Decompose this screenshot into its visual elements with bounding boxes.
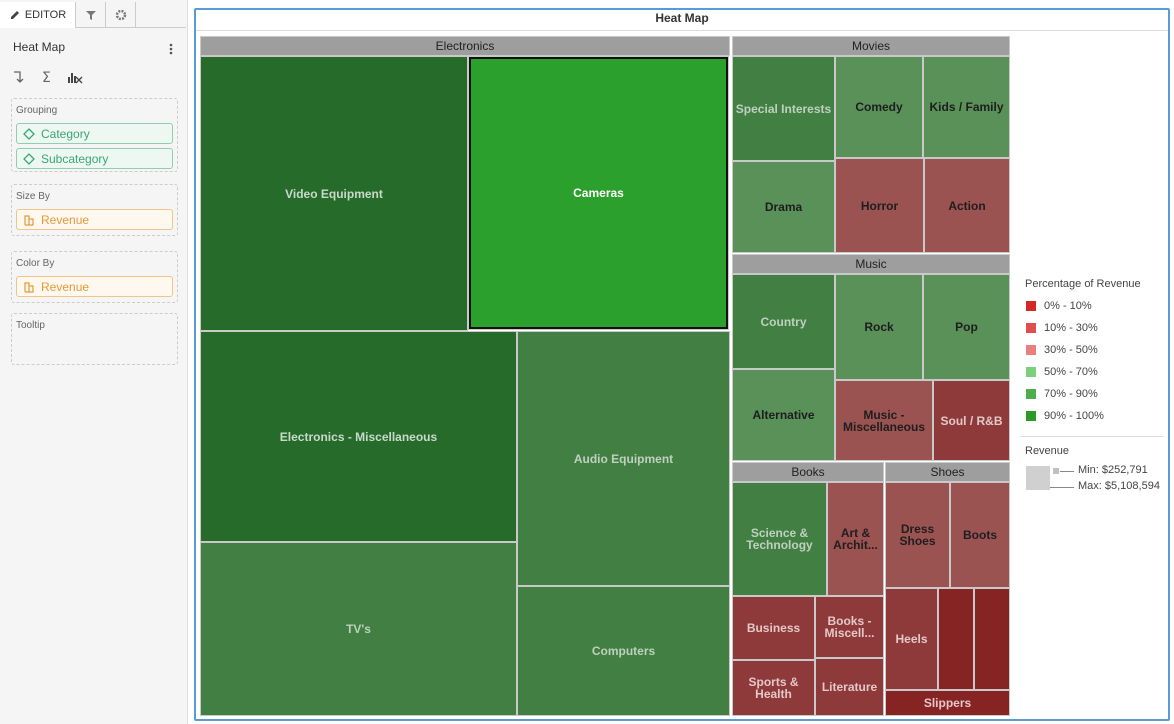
treemap-tile[interactable]: Alternative [732, 369, 835, 461]
size-max-label: Max: $5,108,594 [1078, 480, 1160, 492]
treemap-tile[interactable]: Business [732, 596, 815, 660]
field-well: Color By Revenue [11, 251, 178, 303]
treemap-tile[interactable]: Soul / R&B [933, 380, 1010, 461]
size-min-label: Min: $252,791 [1078, 464, 1148, 476]
well-label: Size By [16, 191, 50, 202]
treemap-tile[interactable]: Electronics - Miscellaneous [200, 331, 517, 542]
tab-label: EDITOR [24, 9, 67, 21]
group-header: Music [732, 254, 1010, 274]
group-header: Movies [732, 36, 1010, 56]
filter-tab[interactable] [76, 2, 106, 28]
gear-icon [115, 9, 126, 21]
legend-label: 30% - 50% [1044, 344, 1098, 356]
field-well: Tooltip [11, 313, 178, 365]
treemap-tile[interactable]: Video Equipment [200, 56, 468, 331]
chart-panel [194, 8, 1170, 721]
treemap-tile[interactable]: Kids / Family [923, 56, 1010, 158]
treemap-tile[interactable]: Slippers [885, 690, 1010, 716]
legend-swatch [1026, 367, 1036, 377]
field-pill[interactable]: Revenue [16, 276, 173, 297]
legend-swatch [1026, 323, 1036, 333]
group-header: Shoes [885, 462, 1010, 482]
legend-label: 90% - 100% [1044, 410, 1104, 422]
treemap-tile[interactable]: Cameras [468, 56, 729, 330]
size-min-box [1053, 468, 1059, 474]
editor-panel: EDITOR Heat Map Σ Grouping Category Subcat… [0, 0, 188, 724]
field-icon [23, 153, 35, 165]
field-well: Grouping Category Subcategory [11, 98, 178, 172]
legend-label: 0% - 10% [1044, 300, 1092, 312]
editor-title: Heat Map [13, 40, 66, 54]
field-pill[interactable]: Revenue [16, 209, 173, 230]
field-icon [23, 128, 35, 140]
well-label: Grouping [16, 105, 58, 116]
tab-bar: EDITOR [0, 2, 186, 28]
treemap-tile[interactable]: Sports & Health [732, 660, 815, 716]
treemap-tile[interactable]: Horror [835, 158, 924, 253]
field-icon [24, 282, 34, 293]
well-label: Tooltip [16, 320, 45, 331]
title-divider [196, 30, 1168, 31]
well-label: Color By [16, 258, 55, 269]
size-min-line [1060, 471, 1074, 472]
treemap-tile[interactable]: Special Interests [732, 56, 835, 161]
treemap-tile[interactable]: Books - Miscell... [815, 596, 884, 658]
treemap-tile[interactable]: Heels [885, 588, 938, 690]
treemap-tile[interactable]: Science & Technology [732, 482, 827, 596]
treemap-tile[interactable]: Country [732, 274, 835, 369]
treemap-tile[interactable]: Art & Archit... [827, 482, 884, 596]
pencil-icon [10, 11, 19, 19]
treemap-tile[interactable]: Computers [517, 586, 730, 716]
size-max-box [1026, 466, 1050, 490]
treemap-tile[interactable]: TV's [200, 542, 517, 716]
legend-title: Percentage of Revenue [1025, 278, 1141, 290]
treemap-tile[interactable]: Pop [923, 274, 1010, 380]
treemap-tile[interactable]: Dress Shoes [885, 482, 950, 588]
treemap-tile[interactable] [974, 588, 1010, 690]
group-header: Books [732, 462, 884, 482]
legend-swatch [1026, 301, 1036, 311]
toolbar-icons[interactable]: Σ [12, 69, 92, 85]
legend-label: 70% - 90% [1044, 388, 1098, 400]
chart-title: Heat Map [655, 11, 709, 25]
menu-button[interactable] [166, 42, 176, 56]
svg-text:Σ: Σ [42, 70, 51, 85]
legend-swatch [1026, 345, 1036, 355]
legend-label: 50% - 70% [1044, 366, 1098, 378]
size-max-line [1050, 487, 1074, 488]
legend-swatch [1026, 411, 1036, 421]
field-icon [24, 215, 34, 226]
filter-icon [85, 11, 96, 20]
treemap-tile[interactable]: Audio Equipment [517, 331, 730, 586]
legend-label: 10% - 30% [1044, 322, 1098, 334]
group-header: Electronics [200, 36, 730, 56]
treemap-tile[interactable]: Literature [815, 658, 884, 716]
field-pill[interactable]: Category [16, 123, 173, 144]
treemap-tile[interactable]: Boots [950, 482, 1010, 588]
size-title: Revenue [1025, 445, 1070, 457]
treemap-tile[interactable]: Rock [835, 274, 923, 380]
treemap-tile[interactable] [938, 588, 974, 690]
settings-tab[interactable] [106, 2, 136, 28]
legend-swatch [1026, 389, 1036, 399]
editor-tab[interactable]: EDITOR [0, 2, 76, 28]
treemap-tile[interactable]: Comedy [835, 56, 923, 158]
treemap-tile[interactable]: Drama [732, 161, 835, 253]
legend-divider [1021, 436, 1163, 437]
treemap-tile[interactable]: Action [924, 158, 1010, 253]
field-pill[interactable]: Subcategory [16, 148, 173, 169]
field-well: Size By Revenue [11, 184, 178, 236]
treemap-tile[interactable]: Music - Miscellaneous [835, 380, 933, 461]
